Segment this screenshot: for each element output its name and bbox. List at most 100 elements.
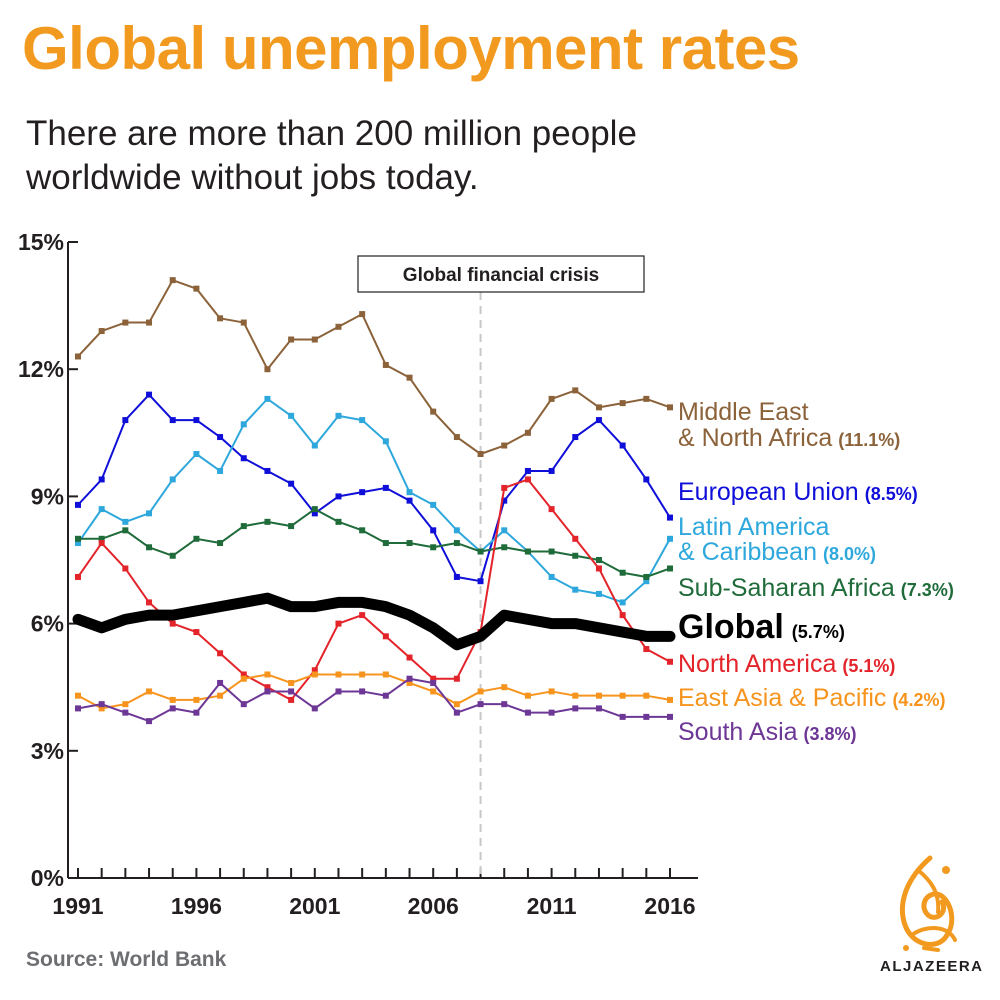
data-point-european-union: [146, 391, 153, 398]
series-label-european-union: European Union (8.5%): [678, 478, 918, 506]
x-tick-label: 2001: [289, 893, 340, 919]
series-value-north-america: (5.1%): [842, 656, 895, 676]
x-tick-label: 1991: [52, 893, 103, 919]
data-point-middle-east-north-africa: [122, 319, 129, 326]
series-line-latin-america-caribbean: [77, 397, 671, 604]
data-point-north-america: [382, 633, 389, 640]
data-point-south-asia: [406, 675, 413, 682]
data-point-east-asia-pacific: [453, 701, 460, 708]
data-point-sub-saharan-africa: [264, 518, 271, 525]
data-point-sub-saharan-africa: [524, 548, 531, 555]
series-line-sub-saharan-africa: [77, 508, 671, 578]
series-labels: Middle East& North Africa (11.1%) European…: [678, 398, 954, 746]
data-point-sub-saharan-africa: [501, 544, 508, 551]
y-tick-label: 9%: [31, 483, 64, 509]
data-point-sub-saharan-africa: [572, 552, 579, 559]
data-point-middle-east-north-africa: [169, 277, 176, 284]
crisis-label: Global financial crisis: [403, 265, 599, 286]
series-label-middle-east-north-africa: Middle East: [678, 398, 809, 426]
data-point-sub-saharan-africa: [643, 573, 650, 580]
data-point-european-union: [75, 501, 81, 508]
data-point-sub-saharan-africa: [146, 544, 153, 551]
chart-series: [72, 277, 676, 725]
data-point-south-asia: [288, 688, 295, 695]
data-point-european-union: [595, 417, 602, 424]
data-point-european-union: [643, 476, 650, 483]
data-point-east-asia-pacific: [619, 692, 626, 699]
data-point-north-america: [595, 565, 602, 572]
data-point-middle-east-north-africa: [572, 387, 579, 394]
data-point-south-asia: [311, 705, 318, 712]
x-tick-label: 2006: [408, 893, 459, 919]
data-point-sub-saharan-africa: [477, 548, 484, 555]
data-point-latin-america-caribbean: [548, 573, 555, 580]
data-point-south-asia: [595, 705, 602, 712]
series-line-global: [72, 592, 676, 651]
data-point-north-america: [548, 506, 555, 513]
y-tick-label: 3%: [31, 738, 64, 764]
y-tick-label: 15%: [18, 229, 64, 255]
data-point-latin-america-caribbean: [193, 451, 200, 457]
data-point-east-asia-pacific: [264, 671, 271, 678]
data-point-latin-america-caribbean: [288, 412, 295, 419]
series-line-middle-east-north-africa: [77, 279, 671, 455]
data-point-north-america: [169, 620, 176, 627]
series-value-global: (5.7%): [792, 622, 845, 642]
data-point-latin-america-caribbean: [430, 501, 437, 508]
data-point-middle-east-north-africa: [453, 434, 460, 441]
series-label-global: Global (5.7%): [678, 608, 845, 646]
data-point-east-asia-pacific: [169, 696, 176, 703]
data-point-middle-east-north-africa: [667, 404, 673, 411]
series-value-sub-saharan-africa: (7.3%): [901, 580, 954, 600]
data-point-sub-saharan-africa: [406, 540, 413, 547]
series-value-latin-america-caribbean: (8.0%): [823, 544, 876, 564]
data-point-south-asia: [382, 692, 389, 699]
data-point-east-asia-pacific: [359, 671, 366, 678]
chart-title: Global unemployment rates: [22, 15, 800, 82]
data-point-east-asia-pacific: [595, 692, 602, 699]
data-point-south-asia: [548, 709, 555, 716]
data-point-latin-america-caribbean: [501, 527, 508, 534]
data-point-north-america: [217, 650, 224, 657]
data-point-north-america: [288, 696, 295, 703]
data-point-east-asia-pacific: [524, 692, 531, 699]
data-point-european-union: [169, 417, 176, 424]
data-point-european-union: [359, 489, 366, 496]
data-point-north-america: [122, 565, 129, 572]
data-point-middle-east-north-africa: [75, 353, 81, 360]
aljazeera-logo-icon: [899, 855, 957, 952]
data-point-north-america: [453, 675, 460, 682]
series-value-european-union: (8.5%): [865, 484, 918, 504]
data-point-latin-america-caribbean: [169, 476, 176, 483]
data-point-european-union: [619, 442, 626, 449]
data-point-south-asia: [240, 701, 247, 708]
data-point-east-asia-pacific: [311, 671, 318, 678]
data-point-sub-saharan-africa: [359, 527, 366, 534]
data-point-latin-america-caribbean: [667, 535, 673, 542]
data-point-north-america: [430, 675, 437, 682]
crisis-annotation: Global financial crisis: [357, 255, 645, 878]
data-point-sub-saharan-africa: [619, 569, 626, 576]
data-point-middle-east-north-africa: [240, 319, 247, 326]
data-point-sub-saharan-africa: [217, 540, 224, 547]
data-point-european-union: [501, 497, 508, 504]
series-label-latin-america-caribbean: & Caribbean (8.0%): [678, 538, 876, 566]
data-point-east-asia-pacific: [477, 688, 484, 695]
data-point-middle-east-north-africa: [524, 429, 531, 436]
data-point-middle-east-north-africa: [382, 361, 389, 368]
data-point-sub-saharan-africa: [595, 557, 602, 563]
series-line-north-america: [77, 478, 671, 701]
data-point-middle-east-north-africa: [288, 336, 295, 343]
data-point-latin-america-caribbean: [75, 540, 81, 547]
series-label-latin-america-caribbean: Latin America: [678, 513, 830, 541]
series-label-east-asia-pacific: East Asia & Pacific (4.2%): [678, 684, 945, 712]
data-point-european-union: [524, 467, 531, 474]
data-point-latin-america-caribbean: [311, 442, 318, 449]
data-point-sub-saharan-africa: [453, 540, 460, 547]
series-value-middle-east-north-africa: (11.1%): [838, 430, 900, 450]
data-point-sub-saharan-africa: [667, 565, 673, 572]
data-point-north-america: [643, 646, 650, 653]
data-point-south-asia: [643, 713, 650, 720]
data-point-north-america: [264, 684, 271, 691]
data-point-south-asia: [430, 679, 437, 686]
